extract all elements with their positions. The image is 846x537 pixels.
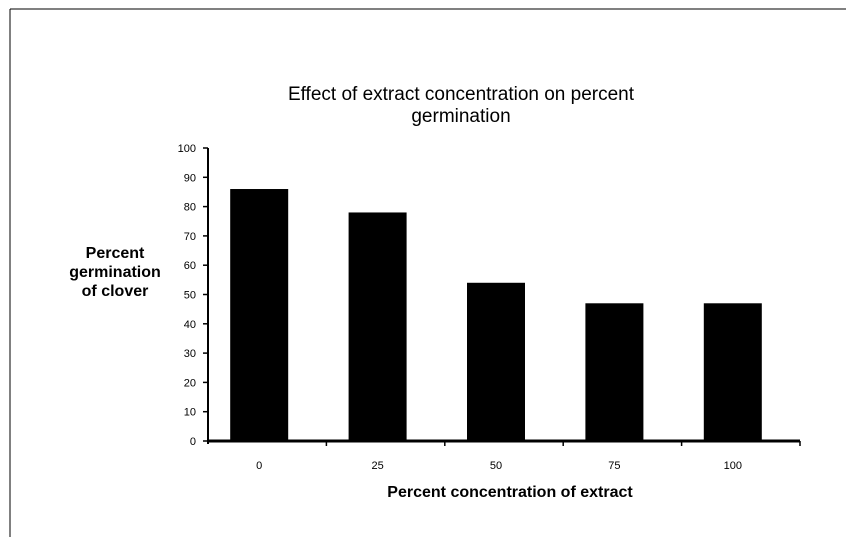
- bar-100: [703, 303, 762, 441]
- bar-50: [467, 282, 525, 441]
- y-tick-label: 100: [178, 143, 196, 155]
- y-tick-label: 30: [184, 348, 196, 360]
- x-ticks: 0 25 50 75 100: [256, 441, 801, 472]
- x-tick-label: 100: [724, 460, 742, 472]
- y-tick-label: 80: [184, 202, 196, 214]
- bar-0: [230, 189, 289, 441]
- y-tick-label: 0: [190, 436, 196, 448]
- bars: [230, 189, 762, 441]
- y-tick-label: 10: [184, 407, 196, 419]
- y-tick-label: 90: [184, 172, 196, 184]
- x-tick-label: 0: [256, 460, 262, 472]
- y-tick-label: 20: [184, 377, 196, 389]
- y-tick-label: 60: [184, 260, 196, 272]
- x-tick-label: 75: [608, 460, 620, 472]
- chart-title-line-2: germination: [411, 106, 510, 127]
- y-ticks: 0 10 20 30 40 50 60 70 80 90 100: [178, 143, 208, 448]
- y-tick-label: 50: [184, 290, 196, 302]
- y-axis-label-line-3: of clover: [82, 283, 149, 300]
- x-tick-label: 50: [490, 460, 502, 472]
- x-tick-label: 25: [371, 460, 383, 472]
- bar-25: [348, 212, 407, 441]
- x-axis-label: Percent concentration of extract: [387, 484, 633, 501]
- y-tick-label: 40: [184, 319, 196, 331]
- y-axis-label-line-2: germination: [69, 264, 161, 281]
- y-tick-label: 70: [184, 231, 196, 243]
- chart-title-line-1: Effect of extract concentration on perce…: [288, 84, 635, 105]
- bar-75: [585, 303, 644, 441]
- y-axis-label-line-1: Percent: [86, 245, 145, 262]
